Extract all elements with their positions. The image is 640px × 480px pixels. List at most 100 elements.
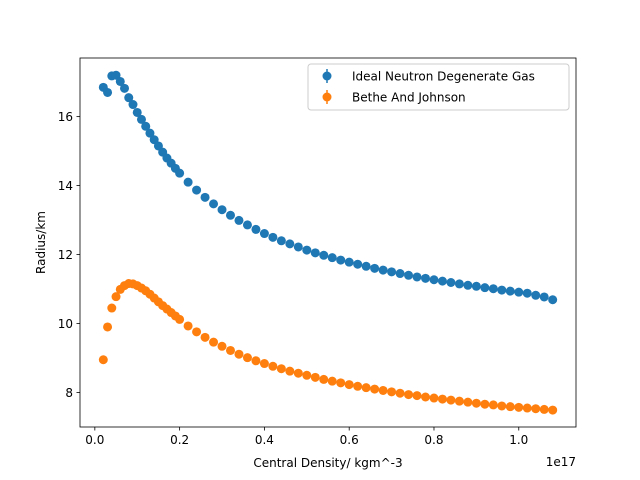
data-point: [200, 192, 210, 202]
data-point: [259, 359, 269, 369]
data-point: [522, 403, 532, 413]
y-tick-label: 8: [65, 386, 73, 400]
x-tick-label: 0.0: [85, 433, 104, 447]
y-tick-label: 14: [58, 179, 73, 193]
data-point: [319, 374, 329, 384]
data-point: [471, 281, 481, 291]
data-point: [361, 383, 371, 393]
data-point: [522, 288, 532, 298]
x-tick-label: 0.6: [340, 433, 359, 447]
data-point: [103, 87, 113, 97]
x-tick-label: 0.2: [170, 433, 189, 447]
data-point: [437, 394, 447, 404]
data-point: [463, 280, 473, 290]
data-point: [480, 399, 490, 409]
data-point: [480, 283, 490, 293]
data-point: [412, 272, 422, 282]
data-point: [251, 356, 261, 366]
data-point: [429, 275, 439, 285]
data-point: [132, 107, 142, 117]
data-point: [175, 314, 185, 324]
data-point: [293, 368, 303, 378]
series-ideal-neutron-degenerate-gas: [98, 70, 558, 305]
data-point: [370, 263, 380, 273]
data-point: [421, 273, 431, 283]
legend-frame: [307, 63, 570, 111]
x-tick-label: 0.8: [424, 433, 443, 447]
x-tick-label: 1.0: [509, 433, 528, 447]
data-point: [319, 250, 329, 260]
data-point: [488, 284, 498, 294]
data-point: [234, 215, 244, 225]
data-point: [336, 255, 346, 265]
data-point: [437, 276, 447, 286]
data-point: [217, 205, 227, 215]
data-point: [531, 404, 541, 414]
data-point: [378, 385, 388, 395]
axes: 0.0 0.2 0.4 0.6 0.8 1.0 8 10 12 14 16: [58, 57, 577, 447]
data-point: [497, 401, 507, 411]
data-point: [217, 341, 227, 351]
data-point: [387, 387, 397, 397]
data-point: [251, 224, 261, 234]
points-layer: [98, 70, 558, 415]
data-point: [192, 185, 202, 195]
data-point: [285, 239, 295, 249]
data-point: [454, 279, 464, 289]
data-point: [539, 292, 549, 302]
data-point: [285, 366, 295, 376]
legend-label-bethe-and-johnson: Bethe And Johnson: [352, 91, 466, 105]
data-point: [344, 380, 354, 390]
data-point: [370, 384, 380, 394]
data-point: [310, 372, 320, 382]
data-point: [124, 93, 134, 103]
data-point: [111, 292, 121, 302]
data-point: [128, 100, 138, 110]
data-point: [225, 345, 235, 355]
data-point: [225, 210, 235, 220]
data-point: [175, 168, 185, 178]
data-point: [115, 76, 125, 86]
data-point: [378, 265, 388, 275]
data-point: [395, 388, 405, 398]
y-tick-label: 12: [58, 248, 73, 262]
data-point: [327, 253, 337, 263]
data-point: [242, 220, 252, 230]
data-point: [454, 396, 464, 406]
data-point: [276, 236, 286, 246]
data-point: [488, 400, 498, 410]
data-point: [141, 121, 151, 131]
data-point: [107, 303, 117, 313]
data-point: [200, 332, 210, 342]
data-point: [446, 395, 456, 405]
data-point: [327, 376, 337, 386]
data-point: [98, 355, 108, 365]
data-point: [505, 402, 515, 412]
data-point: [209, 199, 219, 209]
data-point: [404, 390, 414, 400]
y-tick-label: 16: [58, 110, 73, 124]
data-point: [463, 397, 473, 407]
data-point: [539, 404, 549, 414]
x-tick-label: 0.4: [255, 433, 274, 447]
data-point: [268, 361, 278, 371]
data-point: [103, 322, 113, 332]
data-point: [421, 392, 431, 402]
data-point: [353, 259, 363, 269]
data-point: [446, 278, 456, 288]
data-point: [293, 242, 303, 252]
data-point: [429, 393, 439, 403]
data-point: [136, 114, 146, 124]
axes-frame: [79, 57, 577, 428]
data-point: [234, 349, 244, 359]
data-point: [505, 286, 515, 296]
x-axis-label: Central Density/ kgm^-3: [253, 456, 402, 470]
data-point: [209, 337, 219, 347]
data-point: [120, 83, 130, 93]
data-point: [344, 257, 354, 267]
data-point: [497, 285, 507, 295]
data-point: [412, 391, 422, 401]
data-point: [361, 261, 371, 271]
y-axis-label: Radius/km: [34, 211, 48, 274]
